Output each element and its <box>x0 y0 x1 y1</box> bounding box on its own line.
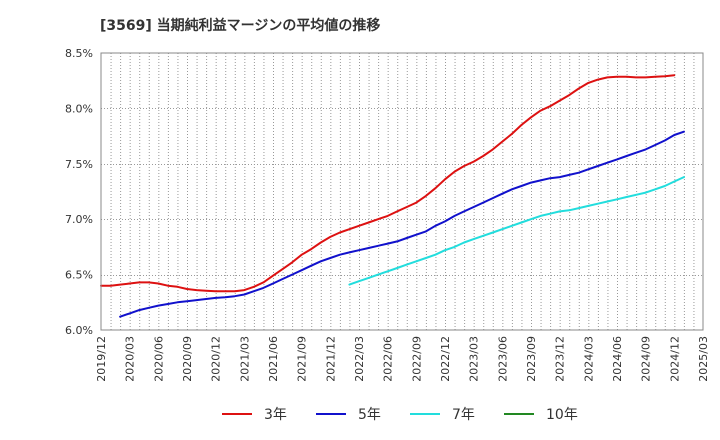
x-tick-label: 2022/09 <box>410 336 423 382</box>
x-tick-label: 2023/03 <box>468 336 481 382</box>
y-tick-label: 8.0% <box>65 102 93 115</box>
y-tick-label: 6.0% <box>65 324 93 337</box>
y-tick-label: 7.0% <box>65 213 93 226</box>
legend-label: 10年 <box>546 407 578 423</box>
x-tick-label: 2019/12 <box>95 336 108 382</box>
series-lines <box>100 74 685 318</box>
series-line-5年 <box>119 130 685 318</box>
legend: 3年 5年 7年 10年 <box>222 407 578 423</box>
x-tick-label: 2024/09 <box>640 336 653 382</box>
series-line-7年 <box>348 176 685 286</box>
x-tick-label: 2024/03 <box>582 336 595 382</box>
x-axis: 2019/12 2020/03 2020/06 2020/09 2020/12 2021/… <box>95 336 710 382</box>
y-axis: 6.0% 6.5% 7.0% 7.5% 8.0% 8.5% <box>65 47 93 337</box>
plot-area <box>101 53 703 330</box>
series-line-3年 <box>100 74 676 293</box>
x-tick-label: 2020/12 <box>210 336 223 382</box>
x-tick-label: 2020/06 <box>152 336 165 382</box>
x-tick-label: 2025/03 <box>697 336 710 382</box>
x-tick-label: 2020/03 <box>124 336 137 382</box>
y-tick-label: 6.5% <box>65 269 93 282</box>
x-tick-label: 2023/12 <box>554 336 567 382</box>
chart-title: [3569] 当期純利益マージンの平均値の推移 <box>100 17 380 34</box>
legend-label: 5年 <box>358 407 381 423</box>
x-tick-label: 2021/03 <box>238 336 251 382</box>
x-tick-label: 2021/06 <box>267 336 280 382</box>
x-tick-label: 2020/09 <box>181 336 194 382</box>
legend-label: 7年 <box>452 407 475 423</box>
y-tick-label: 8.5% <box>65 47 93 60</box>
x-tick-label: 2022/03 <box>353 336 366 382</box>
x-tick-label: 2024/12 <box>668 336 681 382</box>
legend-label: 3年 <box>264 407 287 423</box>
x-tick-label: 2022/12 <box>439 336 452 382</box>
x-tick-label: 2023/06 <box>496 336 509 382</box>
x-tick-label: 2021/09 <box>296 336 309 382</box>
y-tick-label: 7.5% <box>65 158 93 171</box>
x-tick-label: 2021/12 <box>324 336 337 382</box>
x-tick-label: 2024/06 <box>611 336 624 382</box>
grid <box>101 53 703 330</box>
plot-frame <box>100 52 704 331</box>
x-tick-label: 2022/06 <box>382 336 395 382</box>
x-tick-label: 2023/09 <box>525 336 538 382</box>
